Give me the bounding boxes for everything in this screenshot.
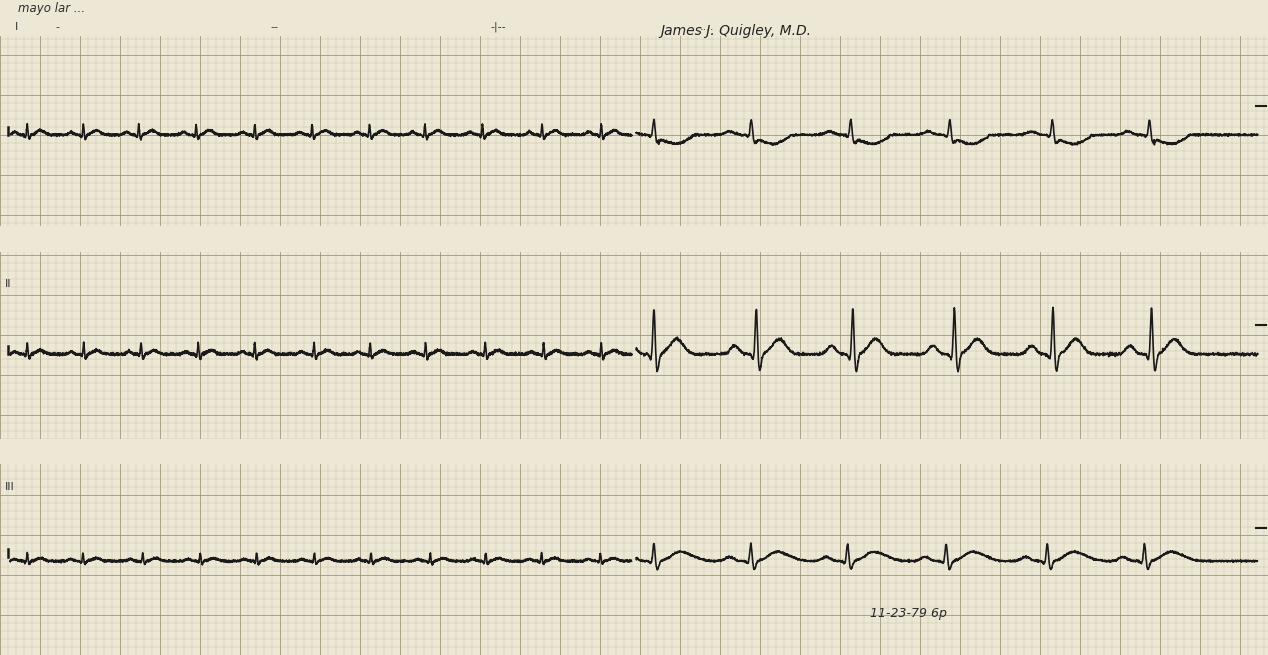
Bar bbox=[0, 0, 1268, 36]
Bar bbox=[0, 226, 1268, 252]
Text: mayo lar ...: mayo lar ... bbox=[18, 2, 85, 15]
Text: -|--: -|-- bbox=[489, 22, 506, 33]
Text: 11-23-79 6p: 11-23-79 6p bbox=[870, 607, 947, 620]
Bar bbox=[0, 439, 1268, 464]
Text: -: - bbox=[55, 22, 60, 32]
Text: --: -- bbox=[270, 22, 278, 32]
Text: II: II bbox=[5, 279, 11, 289]
Text: ....: .... bbox=[700, 22, 714, 32]
Text: I: I bbox=[15, 22, 18, 32]
Text: III: III bbox=[5, 482, 15, 492]
Text: James J. Quigley, M.D.: James J. Quigley, M.D. bbox=[661, 24, 812, 38]
